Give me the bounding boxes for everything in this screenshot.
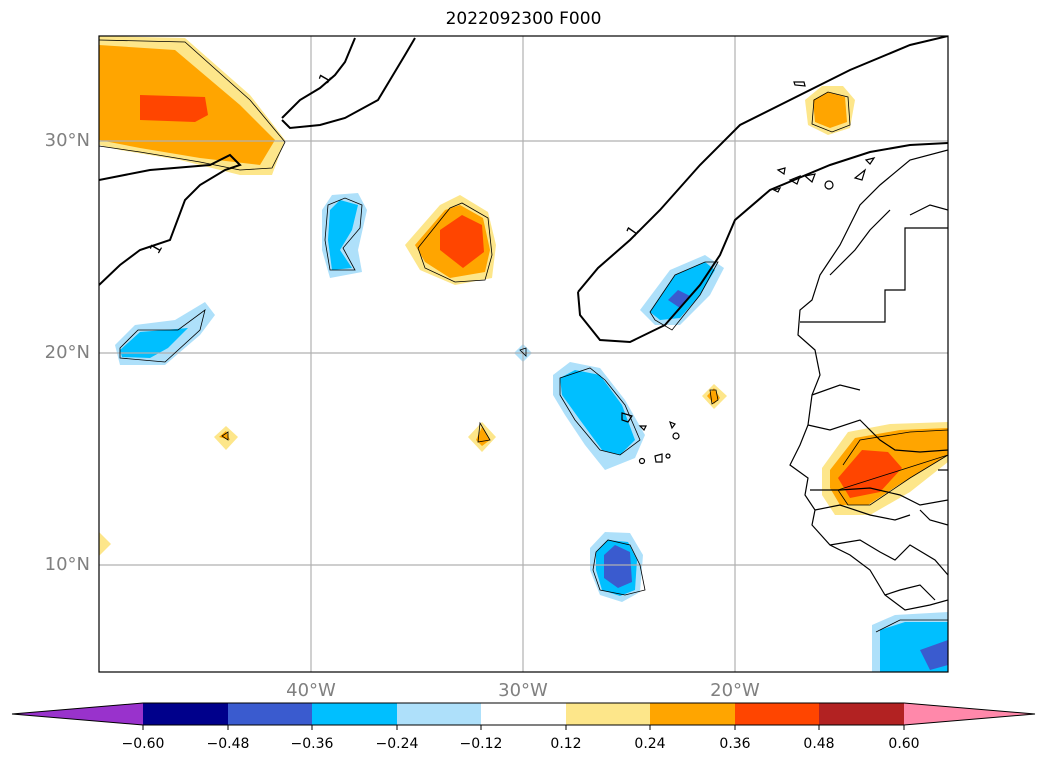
islands bbox=[621, 81, 876, 465]
lat-label-30n: 30°N bbox=[44, 130, 90, 151]
colorbar-segment bbox=[312, 703, 397, 725]
colorbar-tick-label: 0.48 bbox=[803, 736, 835, 752]
lon-label-40w: 40°W bbox=[286, 680, 336, 701]
colorbar-high-extension bbox=[904, 703, 1035, 725]
lon-label-20w: 20°W bbox=[710, 680, 760, 701]
lat-label-10n: 10°N bbox=[44, 554, 90, 575]
lon-label-30w: 30°W bbox=[498, 680, 548, 701]
colorbar-segment bbox=[819, 703, 904, 725]
colorbar-tick-label: −0.36 bbox=[290, 736, 334, 752]
contour-label: 1 bbox=[315, 70, 335, 87]
contour-label: 1 bbox=[623, 222, 643, 240]
thick-contours bbox=[99, 36, 948, 344]
colorbar-low-extension bbox=[12, 703, 143, 725]
colorbar-tick-label: 0.60 bbox=[888, 736, 920, 752]
colorbar-tick-label: −0.60 bbox=[121, 736, 165, 752]
colorbar-tick-label: 0.12 bbox=[550, 736, 582, 752]
map-title: 2022092300 F000 bbox=[445, 9, 602, 29]
colorbar-segment bbox=[566, 703, 650, 725]
anomaly-contours bbox=[99, 39, 948, 633]
colorbar-segment bbox=[143, 703, 228, 725]
colorbar-tick-label: −0.24 bbox=[375, 736, 419, 752]
colorbar-segment bbox=[481, 703, 566, 725]
colorbar-tick-label: −0.48 bbox=[206, 736, 250, 752]
colorbar-tick-label: −0.12 bbox=[459, 736, 503, 752]
map-frame bbox=[98, 35, 949, 673]
colorbar-segment bbox=[397, 703, 481, 725]
lat-label-20n: 20°N bbox=[44, 342, 90, 363]
colorbar-segment bbox=[650, 703, 735, 725]
colorbar bbox=[11, 702, 1036, 730]
colorbar-segment bbox=[735, 703, 819, 725]
colorbar-segment bbox=[228, 703, 312, 725]
colorbar-tick-label: 0.24 bbox=[634, 736, 666, 752]
coastlines bbox=[789, 149, 948, 611]
colorbar-tick-label: 0.36 bbox=[719, 736, 751, 752]
